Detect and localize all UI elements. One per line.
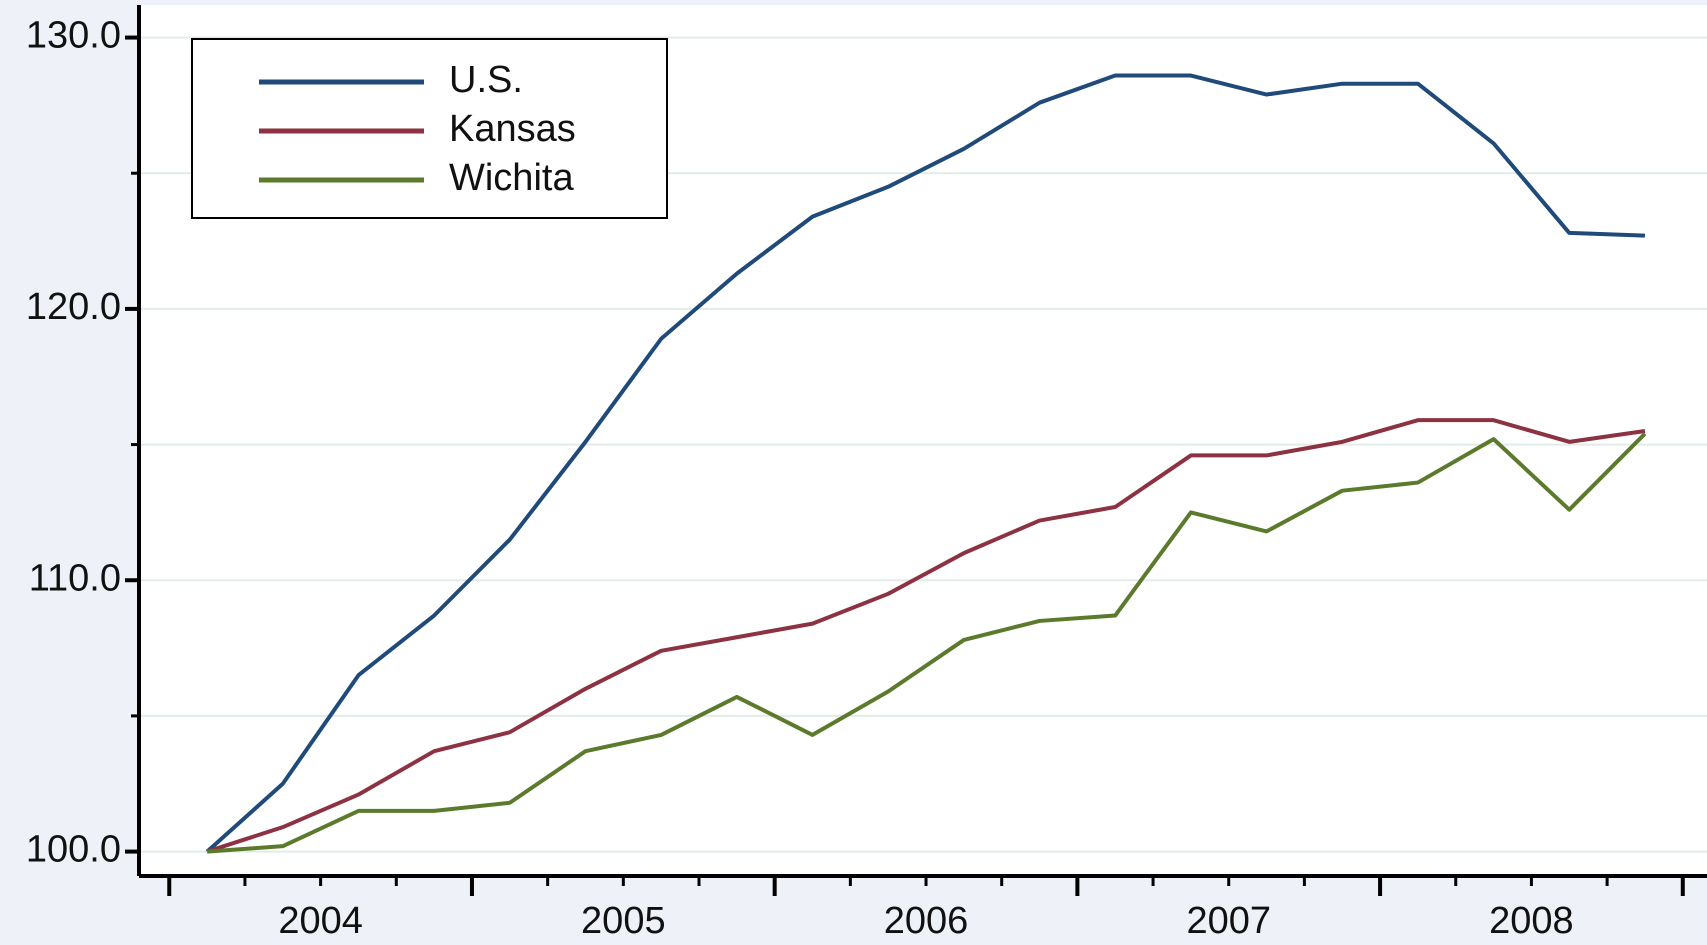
series-line — [206, 418, 1646, 854]
x-tick-label: 2004 — [278, 900, 363, 942]
legend-label: Kansas — [449, 108, 576, 150]
series-line — [205, 73, 1646, 854]
legend-label: Wichita — [449, 157, 574, 199]
y-tick-label: 130.0 — [26, 15, 121, 57]
y-tick-label: 100.0 — [26, 829, 121, 871]
x-tick-label: 2005 — [581, 900, 666, 942]
legend-label: U.S. — [449, 59, 523, 101]
x-tick-label: 2008 — [1489, 900, 1574, 942]
y-tick-label: 120.0 — [26, 286, 121, 328]
x-tick-label: 2006 — [884, 900, 969, 942]
y-tick-label: 110.0 — [29, 557, 121, 599]
series-line — [206, 432, 1647, 854]
x-tick-label: 2007 — [1186, 900, 1271, 942]
